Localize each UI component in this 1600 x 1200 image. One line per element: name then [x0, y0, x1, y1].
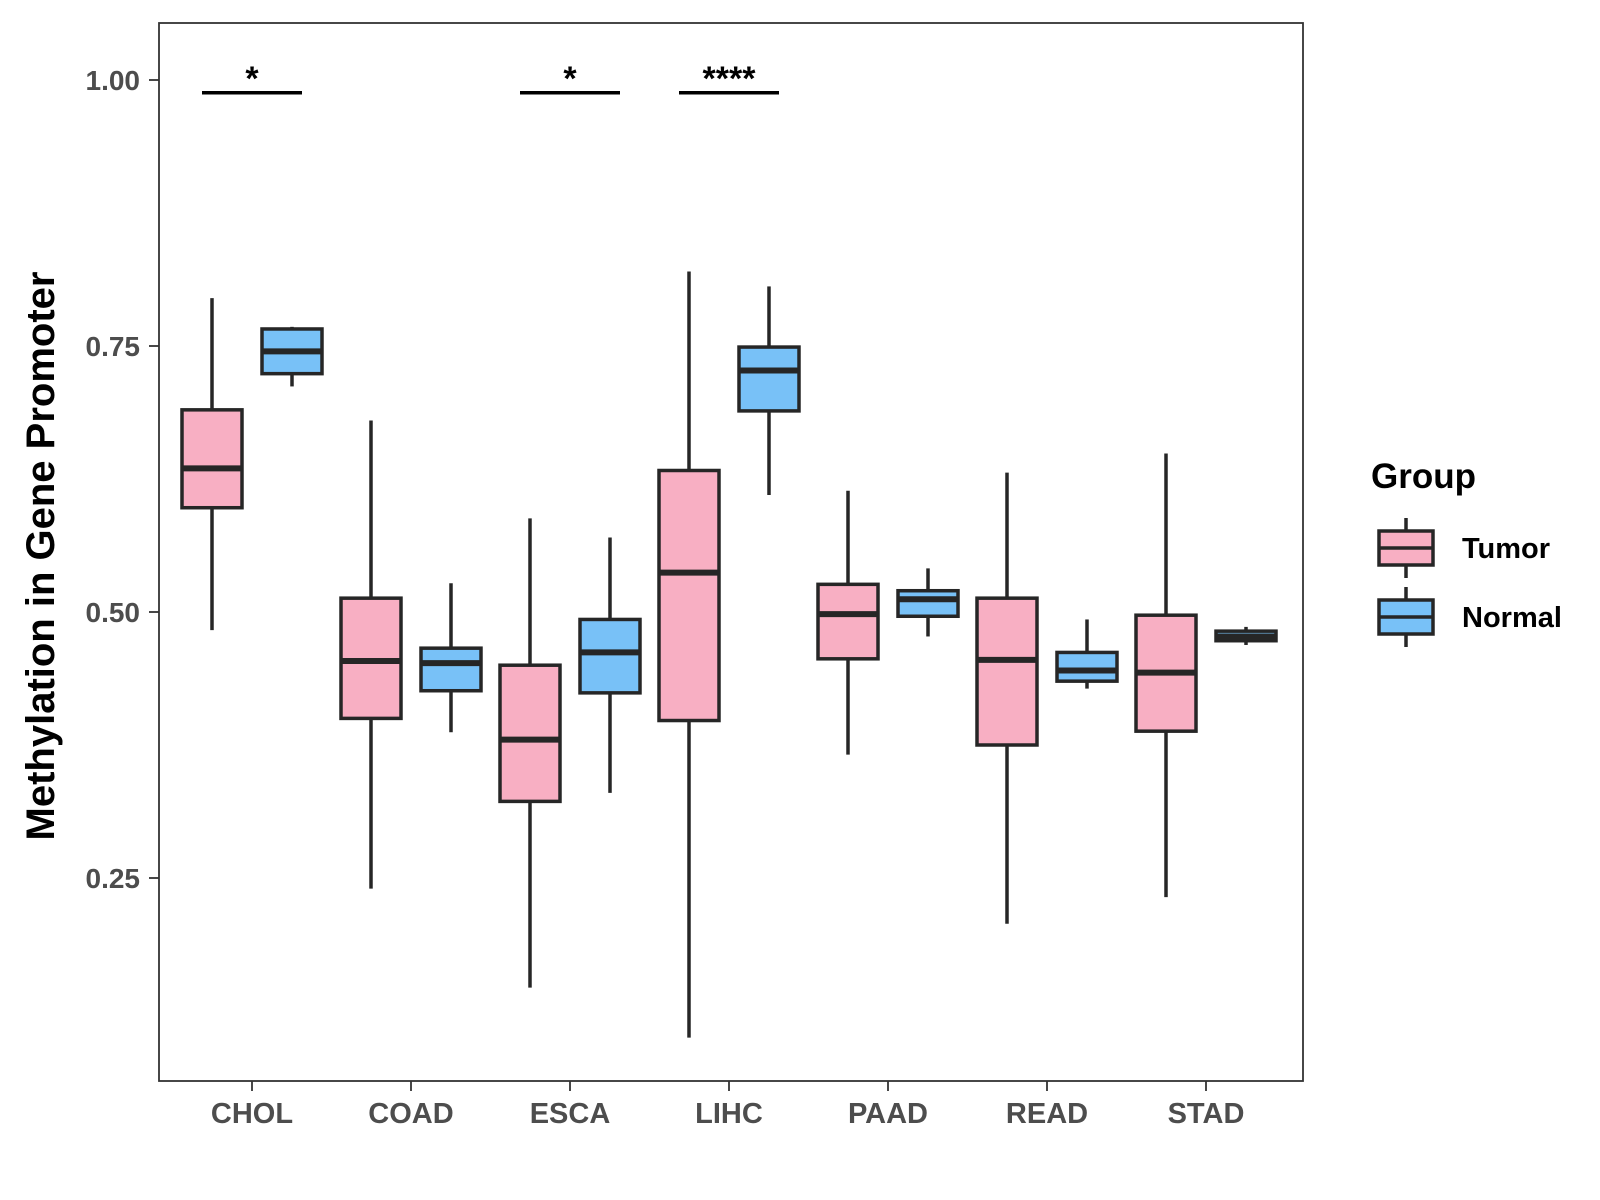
- box-body: [737, 345, 801, 413]
- box-normal-paad: [896, 568, 960, 637]
- box-normal-lihc: [737, 286, 801, 495]
- box-body: [816, 582, 880, 661]
- box-normal-esca: [578, 537, 642, 793]
- panel-border: [158, 22, 1304, 1082]
- box-tumor-paad: [816, 490, 880, 755]
- box-body: [419, 646, 483, 693]
- x-tick-label: PAAD: [848, 1098, 928, 1130]
- y-tick-label: 0.75: [86, 331, 141, 362]
- box-body: [578, 617, 642, 695]
- y-axis: 0.25 0.50 0.75 1.00: [86, 65, 159, 894]
- box-normal-stad: [1214, 626, 1278, 645]
- box-tumor-read: [975, 472, 1039, 924]
- x-tick-label: CHOL: [211, 1098, 293, 1130]
- significance-label: ****: [703, 60, 757, 98]
- box-body: [896, 588, 960, 619]
- y-axis-title: Methylation in Gene Promoter: [19, 272, 63, 841]
- box-normal-read: [1055, 619, 1119, 689]
- box-tumor-esca: [498, 518, 562, 988]
- box-tumor-lihc: [657, 271, 721, 1038]
- legend-item-normal: Normal: [1377, 587, 1562, 647]
- box-series: [180, 271, 1278, 1038]
- x-tick-label: COAD: [368, 1098, 453, 1130]
- legend: Group Tumor Normal: [1371, 457, 1562, 647]
- y-tick-label: 1.00: [86, 65, 141, 96]
- box-body: [1055, 650, 1119, 683]
- x-tick-label: LIHC: [695, 1098, 763, 1130]
- y-tick-label: 0.25: [86, 863, 141, 894]
- box-body: [975, 596, 1039, 747]
- y-tick-label: 0.50: [86, 597, 141, 628]
- x-tick-label: ESCA: [530, 1098, 611, 1130]
- box-normal-chol: [260, 326, 324, 387]
- box-tumor-coad: [339, 420, 403, 889]
- legend-item-tumor: Tumor: [1377, 518, 1550, 578]
- significance-label: *: [563, 60, 577, 98]
- box-tumor-stad: [1134, 453, 1198, 898]
- significance-label: *: [245, 60, 259, 98]
- significance-annotations: * * ****: [202, 60, 779, 98]
- x-tick-label: STAD: [1168, 1098, 1245, 1130]
- legend-label: Tumor: [1462, 533, 1550, 565]
- legend-title: Group: [1371, 457, 1476, 496]
- x-tick-label: READ: [1006, 1098, 1088, 1130]
- box-normal-coad: [419, 583, 483, 733]
- x-axis: CHOL COAD ESCA LIHC PAAD READ STAD: [211, 1081, 1244, 1130]
- box-tumor-chol: [180, 298, 244, 631]
- box-body: [498, 663, 562, 804]
- box-body: [180, 408, 244, 510]
- box-body: [657, 468, 721, 723]
- legend-label: Normal: [1462, 602, 1562, 634]
